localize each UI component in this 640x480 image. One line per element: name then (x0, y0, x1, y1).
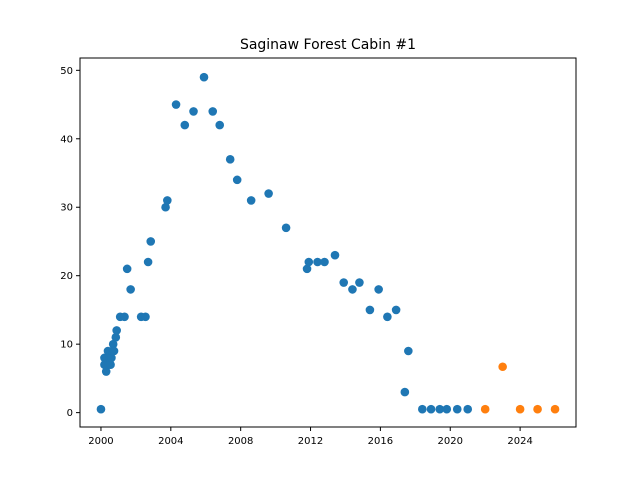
data-point-series-1 (264, 189, 273, 198)
data-point-series-1 (302, 264, 312, 274)
data-point-series-1 (426, 404, 436, 414)
chart-title: Saginaw Forest Cabin #1 (240, 37, 416, 53)
data-point-series-1 (180, 120, 190, 130)
y-tick-label: 20 (60, 271, 73, 282)
data-point-series-1 (107, 353, 116, 363)
data-point-series-1 (383, 312, 392, 322)
x-tick-label: 2008 (228, 436, 253, 447)
data-point-series-1 (355, 278, 364, 287)
y-tick-label: 40 (60, 134, 73, 145)
data-point-series-1 (232, 175, 242, 185)
data-point-series-1 (348, 285, 357, 294)
data-point-series-1 (400, 387, 410, 397)
data-point-series-1 (320, 257, 329, 267)
data-point-series-1 (143, 257, 153, 267)
x-tick-label: 2016 (368, 436, 393, 447)
data-point-series-1 (365, 305, 375, 315)
data-point-series-1 (96, 404, 106, 414)
data-point-series-1 (171, 100, 181, 109)
x-tick-label: 2012 (298, 436, 323, 447)
y-tick-label: 10 (60, 340, 73, 351)
data-point-series-1 (163, 196, 172, 205)
plot-area: 2000 2004 2008 2012 2016 2020 2024 0 10 20 30 40 50 (60, 66, 560, 447)
data-point-series-1 (374, 285, 383, 294)
data-point-series-1 (108, 339, 118, 349)
data-point-series-1 (122, 264, 132, 274)
x-tick-label: 2000 (88, 436, 113, 447)
data-point-series-1 (246, 196, 256, 205)
data-point-series-1 (161, 202, 170, 212)
data-point-series-1 (189, 107, 198, 116)
y-tick-label: 50 (60, 66, 73, 77)
data-point-series-1 (111, 333, 121, 342)
data-point-series-1 (313, 257, 322, 267)
data-point-series-1 (120, 312, 129, 322)
data-point-series-1 (281, 223, 291, 233)
data-point-series-1 (109, 346, 119, 356)
data-point-series-1 (199, 72, 209, 82)
data-point-series-1 (112, 326, 121, 335)
data-point-series-1 (452, 404, 462, 414)
data-point-series-2 (515, 404, 525, 414)
axes-frame (79, 57, 577, 428)
data-point-series-1 (215, 120, 225, 130)
data-point-series-2 (550, 404, 560, 414)
data-point-series-1 (339, 278, 349, 287)
y-tick-label: 30 (60, 203, 73, 214)
data-point-series-1 (330, 250, 340, 260)
y-tick-label: 0 (67, 408, 73, 419)
data-point-series-2 (533, 404, 542, 414)
data-point-series-1 (126, 285, 135, 294)
data-point-series-1 (435, 404, 445, 414)
x-tick-label: 2020 (438, 436, 463, 447)
data-point-series-1 (442, 404, 452, 414)
data-point-series-1 (404, 346, 413, 356)
x-tick-label: 2024 (507, 436, 532, 447)
data-point-series-1 (418, 404, 427, 414)
data-point-series-1 (391, 305, 401, 315)
data-point-series-1 (101, 367, 111, 376)
data-point-series-1 (146, 237, 156, 246)
data-point-series-1 (304, 257, 314, 267)
x-tick-label: 2004 (158, 436, 183, 447)
data-point-series-1 (208, 107, 218, 116)
data-point-series-1 (463, 404, 473, 414)
data-point-series-1 (225, 155, 235, 164)
data-point-series-1 (106, 360, 115, 370)
data-point-series-2 (480, 404, 490, 414)
data-point-series-2 (498, 362, 507, 372)
data-point-series-1 (141, 312, 150, 322)
